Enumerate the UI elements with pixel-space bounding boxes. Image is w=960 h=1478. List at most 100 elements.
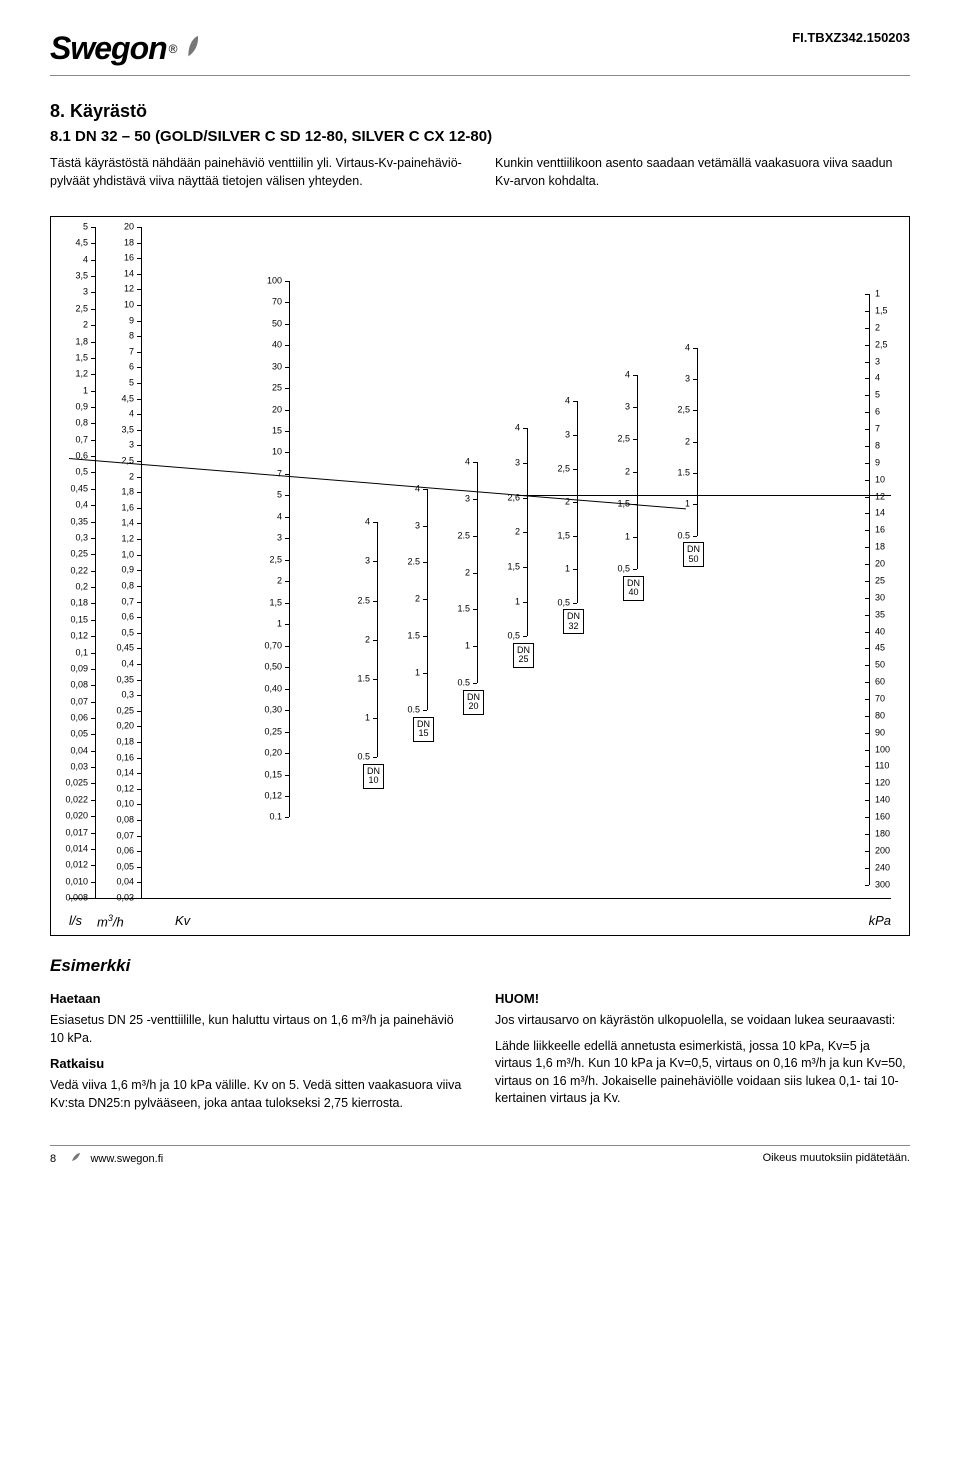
tick-label: 0,07: [70, 697, 88, 706]
tick-label: 100: [267, 276, 282, 285]
tick-label: 1: [685, 500, 690, 509]
tick-label: 3: [625, 403, 630, 412]
tick-label: 70: [875, 694, 885, 703]
leaf-icon: [71, 1152, 81, 1165]
tick-label: 3: [875, 357, 880, 366]
tick-label: 2,5: [617, 435, 630, 444]
tick-label: 0,04: [70, 746, 88, 755]
logo: Swegon®: [50, 30, 204, 67]
tick-label: 12: [124, 285, 134, 294]
intro-left-text: Tästä käyrästöstä nähdään painehäviö ven…: [50, 155, 465, 190]
tick-label: 2,5: [269, 555, 282, 564]
footer-page: 8: [50, 1153, 56, 1165]
tick-label: 90: [875, 728, 885, 737]
tick-label: 8: [875, 441, 880, 450]
tick-label: 16: [875, 526, 885, 535]
tick-label: 0,45: [70, 484, 88, 493]
tick-label: 110: [875, 762, 889, 771]
tick-label: 0,35: [116, 675, 134, 684]
tick-label: 4: [685, 343, 690, 352]
logo-text: Swegon: [50, 30, 167, 67]
tick-label: 18: [875, 543, 885, 552]
tick-label: 4: [465, 457, 470, 466]
scale: 432,521,510,5: [637, 375, 638, 570]
tick-label: 0,4: [121, 659, 134, 668]
tick-label: 1: [565, 565, 570, 574]
example-left-p1: Esiasetus DN 25 -venttiilille, kun halut…: [50, 1012, 465, 1047]
tick-label: 0,45: [116, 644, 134, 653]
tick-label: 80: [875, 711, 885, 720]
scale: 54,543,532,521,81,51,210,90,80,70,60,50,…: [95, 227, 96, 898]
tick-label: 0,008: [65, 894, 88, 903]
tick-label: 0,08: [116, 815, 134, 824]
tick-label: 0,3: [75, 533, 88, 542]
tick-label: 3: [365, 557, 370, 566]
tick-label: 1.5: [357, 674, 370, 683]
plot-area: 54,543,532,521,81,51,210,90,80,70,60,50,…: [69, 227, 891, 899]
section-subtitle: 8.1 DN 32 – 50 (GOLD/SILVER C SD 12-80, …: [50, 128, 910, 145]
tick-label: 200: [875, 846, 890, 855]
tick-label: 0,3: [121, 691, 134, 700]
dn-label-box: DN25: [513, 643, 534, 668]
tick-label: 10: [272, 448, 282, 457]
tick-label: 2: [129, 472, 134, 481]
tick-label: 0,5: [507, 632, 520, 641]
tick-label: 1,8: [75, 337, 88, 346]
tick-label: 2: [685, 437, 690, 446]
dn-label-box: DN40: [623, 576, 644, 601]
tick-label: 0,8: [75, 419, 88, 428]
tick-label: 180: [875, 829, 890, 838]
tick-label: 1: [277, 620, 282, 629]
tick-label: 1: [415, 669, 420, 678]
intro-left: Tästä käyrästöstä nähdään painehäviö ven…: [50, 155, 465, 198]
section-title: 8. Käyrästö: [50, 101, 910, 122]
scale: 432,521.510.5: [697, 348, 698, 536]
tick-label: 2,5: [677, 406, 690, 415]
tick-label: 0,2: [75, 583, 88, 592]
logo-reg-icon: ®: [169, 42, 178, 56]
tick-label: 2: [83, 321, 88, 330]
axis-label-ls: l/s: [69, 913, 97, 929]
tick-label: 140: [875, 796, 890, 805]
tick-label: 0,15: [264, 770, 282, 779]
example-right-h1: HUOM!: [495, 990, 910, 1008]
tick-label: 0,04: [116, 878, 134, 887]
tick-label: 50: [272, 319, 282, 328]
tick-label: 0,40: [264, 684, 282, 693]
scale: 201816141210987654,543,532,521,81,61,41,…: [141, 227, 142, 898]
tick-label: 2.5: [357, 596, 370, 605]
tick-label: 0,18: [116, 737, 134, 746]
tick-label: 25: [875, 576, 885, 585]
tick-label: 1,2: [121, 535, 134, 544]
axis-label-m3h: m3/h: [97, 913, 175, 929]
scale: 432.521.510.5: [377, 522, 378, 757]
tick-label: 1,4: [121, 519, 134, 528]
tick-label: 2: [365, 635, 370, 644]
tick-label: 0,012: [65, 861, 88, 870]
tick-label: 0,25: [70, 550, 88, 559]
tick-label: 0,7: [121, 597, 134, 606]
tick-label: 0,025: [65, 779, 88, 788]
dn-label-box: DN32: [563, 609, 584, 634]
tick-label: 4,5: [121, 394, 134, 403]
tick-label: 0.5: [357, 753, 370, 762]
tick-label: 1,5: [75, 353, 88, 362]
footer-left: 8 www.swegon.fi: [50, 1152, 163, 1165]
tick-label: 0,14: [116, 769, 134, 778]
tick-label: 0,9: [121, 566, 134, 575]
dn-label-box: DN20: [463, 690, 484, 715]
footer-url: www.swegon.fi: [90, 1153, 163, 1165]
dn-label-box: DN10: [363, 764, 384, 789]
tick-label: 1,5: [269, 598, 282, 607]
tick-label: 0.5: [677, 531, 690, 540]
tick-label: 0,15: [70, 615, 88, 624]
tick-label: 0,06: [70, 713, 88, 722]
tick-label: 20: [875, 560, 885, 569]
page-footer: 8 www.swegon.fi Oikeus muutoksiin pidäte…: [50, 1145, 910, 1165]
tick-label: 0,12: [116, 784, 134, 793]
tick-label: 1: [515, 597, 520, 606]
tick-label: 0,5: [75, 468, 88, 477]
tick-label: 5: [83, 223, 88, 232]
tick-label: 25: [272, 384, 282, 393]
tick-label: 3: [83, 288, 88, 297]
